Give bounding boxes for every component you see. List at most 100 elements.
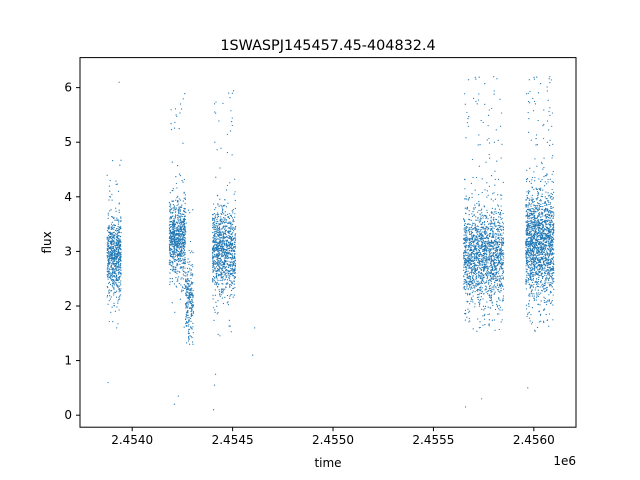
data-point	[108, 320, 110, 323]
data-point	[489, 223, 491, 225]
data-point	[482, 244, 484, 246]
data-point	[107, 286, 109, 289]
data-point	[107, 265, 109, 267]
data-point	[107, 270, 109, 273]
data-point	[172, 200, 175, 202]
data-point	[467, 277, 469, 279]
data-point	[491, 302, 493, 304]
data-point	[176, 248, 178, 250]
data-point	[212, 256, 214, 258]
data-point	[465, 279, 467, 282]
data-point	[486, 235, 488, 237]
data-point	[485, 254, 488, 256]
data-point	[178, 216, 180, 218]
data-point	[182, 273, 184, 275]
data-point	[476, 269, 478, 271]
data-point	[501, 194, 503, 196]
data-point	[228, 230, 230, 233]
data-point	[484, 324, 486, 326]
data-point	[219, 279, 221, 281]
data-point	[467, 248, 469, 250]
data-point	[108, 269, 110, 271]
data-point	[229, 242, 232, 244]
data-point	[219, 167, 221, 169]
data-point	[470, 286, 473, 288]
data-point	[219, 335, 221, 337]
data-point	[472, 301, 474, 303]
data-point	[231, 222, 233, 224]
data-point	[478, 228, 480, 230]
data-point	[499, 212, 501, 214]
data-point	[120, 241, 122, 243]
data-point	[187, 320, 190, 322]
data-point	[228, 319, 230, 321]
data-point	[115, 258, 117, 260]
data-point	[106, 275, 109, 278]
data-point	[224, 245, 226, 247]
data-point	[177, 245, 179, 247]
data-point	[106, 255, 109, 257]
data-point	[117, 284, 119, 286]
data-point	[169, 210, 171, 212]
data-point	[490, 281, 492, 283]
data-point	[463, 251, 465, 254]
data-point	[475, 219, 477, 221]
data-point	[192, 275, 194, 277]
data-point	[475, 78, 477, 80]
data-point	[485, 291, 487, 293]
data-point	[487, 226, 489, 228]
data-point	[219, 229, 221, 231]
data-point	[502, 268, 504, 270]
data-point	[115, 244, 117, 246]
data-point	[169, 262, 171, 264]
data-point	[468, 198, 470, 200]
data-point	[175, 176, 177, 178]
data-point	[175, 227, 177, 229]
data-point	[464, 242, 466, 244]
data-point	[468, 237, 470, 239]
data-point	[184, 251, 186, 254]
data-point	[482, 298, 484, 300]
data-point	[188, 249, 190, 252]
data-point	[179, 253, 182, 255]
data-point	[501, 258, 503, 260]
data-point	[228, 232, 230, 234]
data-point	[227, 227, 229, 229]
data-point	[475, 176, 478, 179]
data-point	[169, 251, 171, 253]
data-point	[483, 305, 485, 307]
data-point	[486, 190, 488, 192]
data-point	[231, 244, 233, 246]
data-point	[188, 282, 190, 285]
data-point	[551, 282, 553, 284]
data-point	[482, 239, 484, 241]
data-point	[488, 319, 490, 321]
data-point	[477, 274, 480, 276]
data-point	[174, 260, 176, 262]
data-point	[229, 325, 231, 327]
data-point	[113, 243, 115, 246]
data-point	[479, 259, 481, 262]
data-point	[468, 257, 470, 260]
data-point	[112, 224, 115, 226]
data-point	[178, 237, 180, 239]
data-point	[490, 307, 492, 309]
data-point	[221, 297, 224, 299]
data-point	[219, 233, 221, 235]
data-point	[492, 193, 494, 195]
data-point	[231, 124, 233, 127]
data-point	[467, 118, 469, 120]
data-point	[118, 288, 120, 290]
data-point	[110, 241, 112, 243]
data-point	[115, 259, 117, 261]
data-point	[464, 258, 467, 260]
data-point	[487, 283, 489, 285]
data-point	[498, 283, 500, 285]
data-point	[118, 220, 120, 222]
data-point	[534, 289, 536, 291]
data-point	[477, 258, 479, 260]
data-point	[118, 248, 121, 250]
data-point	[216, 313, 218, 315]
data-point	[190, 302, 192, 305]
